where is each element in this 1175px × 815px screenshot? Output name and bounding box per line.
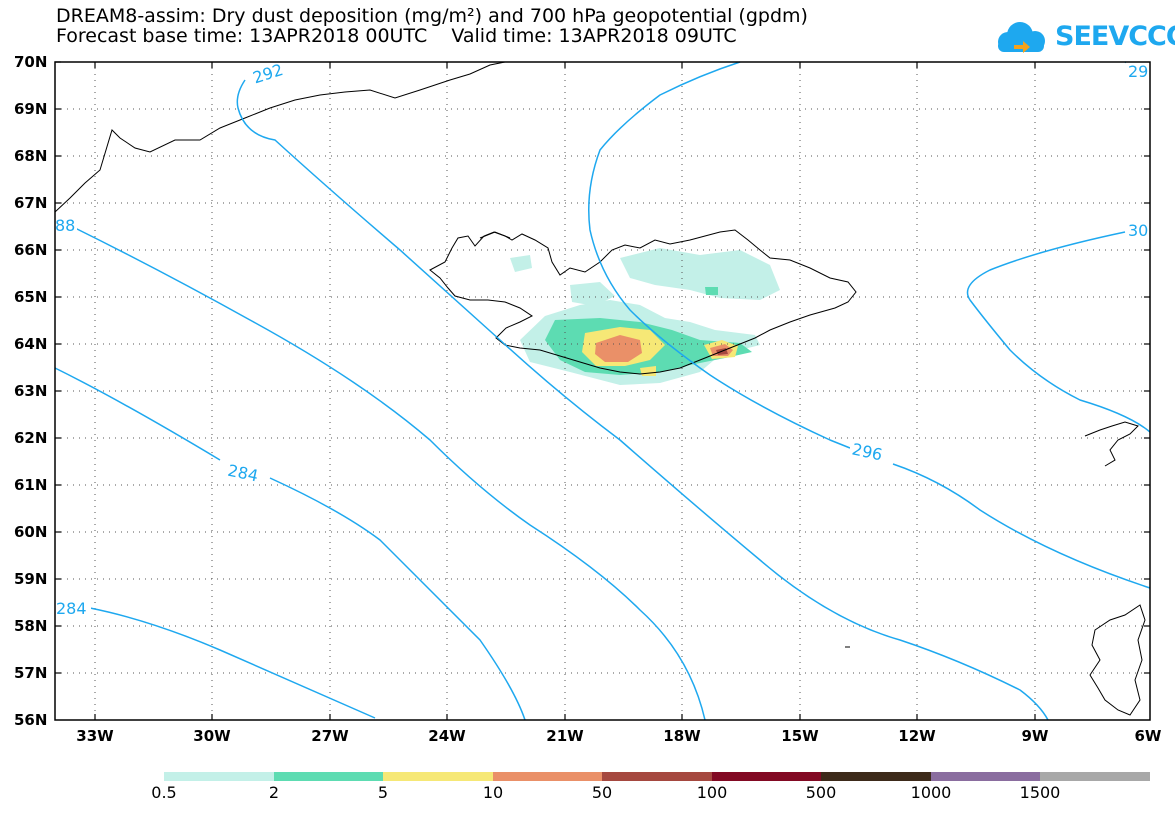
- lat-label-68N: 68N: [14, 147, 48, 165]
- lat-lon-grid: [55, 62, 1150, 720]
- lon-label-6W: 6W: [1134, 727, 1162, 745]
- contour-label-292-partial: 29: [1128, 62, 1148, 81]
- colorbar-label-100: 100: [696, 783, 728, 802]
- colorbar-bin-10-50: [493, 772, 602, 781]
- colorbar-label-5: 5: [377, 783, 389, 802]
- colorbar-bin-500-1000: [821, 772, 931, 781]
- lon-label-27W: 27W: [311, 727, 349, 745]
- lat-label-58N: 58N: [14, 617, 48, 635]
- contour-label-284-lower: 284: [56, 599, 87, 618]
- coastlines: [54, 61, 1146, 716]
- colorbar: [164, 772, 1150, 781]
- lat-label-63N: 63N: [14, 382, 48, 400]
- lon-label-9W: 9W: [1021, 727, 1049, 745]
- colorbar-label-2: 2: [268, 783, 280, 802]
- lat-label-66N: 66N: [14, 241, 48, 259]
- lon-label-33W: 33W: [76, 727, 114, 745]
- lon-label-18W: 18W: [663, 727, 701, 745]
- colorbar-bin-100-500: [712, 772, 821, 781]
- contour-label-288-partial: 88: [55, 216, 75, 235]
- map-title: DREAM8-assim: Dry dust deposition (mg/m²…: [56, 5, 808, 27]
- colorbar-bin-over-1500: [1040, 772, 1150, 781]
- lon-label-12W: 12W: [898, 727, 936, 745]
- lat-label-65N: 65N: [14, 288, 48, 306]
- axis-ticks: [55, 61, 1150, 720]
- colorbar-bin-0.5-2: [164, 772, 274, 781]
- lat-label-59N: 59N: [14, 570, 48, 588]
- colorbar-label-1000: 1000: [910, 783, 952, 802]
- colorbar-label-500: 500: [805, 783, 837, 802]
- dust-deposition-layer: [510, 248, 780, 385]
- lat-label-69N: 69N: [14, 100, 48, 118]
- cloud-arrow-icon: [998, 22, 1045, 53]
- logo-wordmark: SEEVCCC: [1055, 21, 1175, 52]
- colorbar-label-50: 50: [591, 783, 613, 802]
- lon-label-21W: 21W: [546, 727, 584, 745]
- lat-label-64N: 64N: [14, 335, 48, 353]
- lat-label-56N: 56N: [14, 711, 48, 729]
- lat-label-57N: 57N: [14, 664, 48, 682]
- colorbar-bin-5-10: [383, 772, 493, 781]
- lat-label-61N: 61N: [14, 476, 48, 494]
- lat-label-70N: 70N: [14, 53, 48, 71]
- lon-label-30W: 30W: [193, 727, 231, 745]
- colorbar-label-0.5: 0.5: [151, 783, 177, 802]
- colorbar-label-1500: 1500: [1019, 783, 1061, 802]
- colorbar-bin-1000-1500: [931, 772, 1040, 781]
- lon-label-24W: 24W: [428, 727, 466, 745]
- colorbar-bin-50-100: [602, 772, 712, 781]
- lon-label-15W: 15W: [781, 727, 819, 745]
- contour-label-300-partial: 30: [1128, 221, 1148, 240]
- geopotential-contours: [54, 61, 1151, 721]
- lat-label-60N: 60N: [14, 523, 48, 541]
- lat-label-67N: 67N: [14, 194, 48, 212]
- lat-label-62N: 62N: [14, 429, 48, 447]
- colorbar-bin-2-5: [274, 772, 383, 781]
- colorbar-label-10: 10: [482, 783, 504, 802]
- map-subtitle-times: Forecast base time: 13APR2018 00UTC Vali…: [56, 25, 737, 47]
